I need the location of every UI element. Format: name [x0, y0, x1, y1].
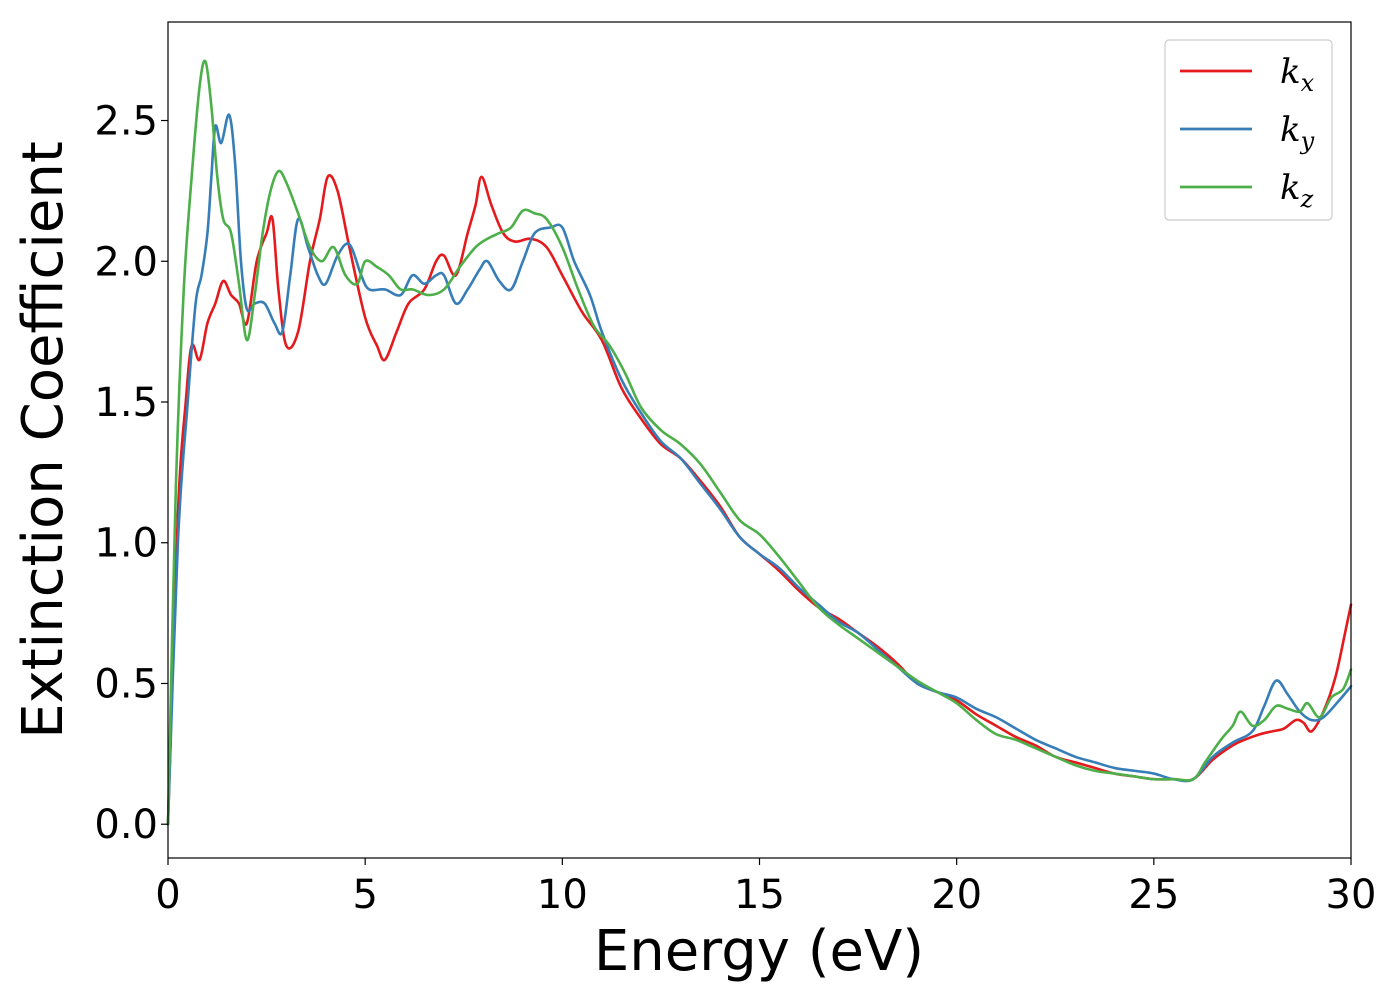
y-tick-label: 0.0: [94, 802, 158, 848]
x-tick-label: 25: [1128, 872, 1179, 918]
y-axis: 0.0 0.5 1.0 1.5 2.0 2.5: [94, 99, 168, 848]
x-tick-label: 20: [931, 872, 982, 918]
x-tick-label: 30: [1326, 872, 1377, 918]
y-tick-label: 1.0: [94, 521, 158, 567]
y-tick-label: 2.0: [94, 239, 158, 285]
y-tick-label: 2.5: [94, 99, 158, 145]
x-tick-label: 15: [734, 872, 785, 918]
x-tick-label: 0: [155, 872, 180, 918]
x-tick-label: 5: [352, 872, 377, 918]
series-group: [166, 59, 1353, 826]
y-tick-label: 1.5: [94, 380, 158, 426]
x-axis: 0 5 10 15 20 25 30: [155, 858, 1376, 918]
x-tick-label: 10: [537, 872, 588, 918]
series-line-k-z: [166, 59, 1353, 826]
x-axis-title: Energy (eV): [594, 919, 924, 984]
y-axis-title: Extinction Coefficient: [11, 141, 76, 739]
y-tick-label: 0.5: [94, 661, 158, 707]
